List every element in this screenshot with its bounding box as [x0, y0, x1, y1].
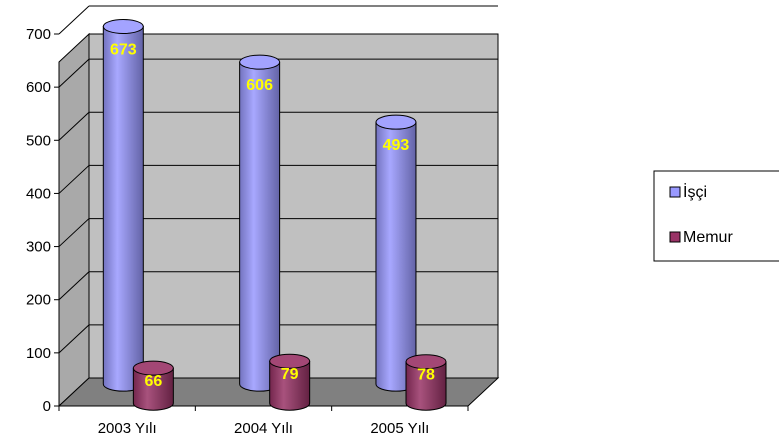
bar-body: [405, 361, 447, 411]
y-tick-label: 600: [26, 79, 51, 96]
bar-body: [239, 61, 281, 392]
y-tick-label: 700: [26, 26, 51, 43]
legend: İşçi Memur: [653, 170, 779, 262]
bar-top: [239, 54, 281, 70]
y-tick-label: 0: [43, 398, 51, 415]
data-label: 606: [246, 77, 273, 94]
y-tick-label: 500: [26, 132, 51, 149]
bar-memur: 66: [132, 360, 174, 411]
bar-isci: 606: [239, 54, 281, 392]
data-label: 79: [281, 366, 299, 383]
bar-memur: 78: [405, 354, 447, 411]
bar-isci: 493: [375, 114, 417, 392]
gridline-side: [58, 218, 90, 247]
bar-body: [269, 360, 311, 411]
legend-swatch-isci: [669, 186, 681, 198]
data-label: 493: [383, 137, 410, 154]
legend-box: [653, 170, 779, 262]
bar-body: [102, 26, 144, 392]
axes: [54, 33, 469, 411]
bar-top: [132, 360, 174, 376]
gridlines: [58, 5, 498, 354]
bar-top: [102, 19, 144, 35]
data-label: 66: [144, 373, 162, 390]
bar-body: [375, 121, 417, 392]
gridline-side: [58, 271, 90, 301]
side-wall: [58, 32, 90, 408]
data-label: 78: [417, 367, 435, 384]
x-tick-label: 2003 Yılı: [98, 420, 157, 437]
y-tick-labels: 0 100 200 300 400 500 600 700: [26, 26, 51, 415]
y-tick-label: 300: [26, 239, 51, 256]
legend-swatch-memur: [669, 231, 681, 243]
bars: 673 66 606 79 493 78: [102, 19, 447, 411]
data-label: 673: [110, 42, 137, 59]
legend-label-isci: İşçi: [683, 182, 707, 201]
gridline-side: [58, 58, 90, 88]
bar-top: [375, 114, 417, 130]
gridline-side: [58, 165, 90, 194]
bar-body: [132, 367, 174, 411]
x-tick-labels: 2003 Yılı 2004 Yılı 2005 Yılı: [98, 420, 430, 437]
x-tick-label: 2005 Yılı: [370, 420, 429, 437]
x-tick-label: 2004 Yılı: [234, 420, 293, 437]
gridline-side: [58, 111, 90, 141]
back-wall: [88, 33, 499, 379]
y-tick-label: 200: [26, 292, 51, 309]
y-tick-label: 400: [26, 185, 51, 202]
bar-top: [405, 354, 447, 370]
bar-top: [269, 353, 311, 369]
bar-memur: 79: [269, 353, 311, 411]
gridline-side: [58, 5, 90, 35]
bar-isci: 673: [102, 19, 144, 392]
gridline-side: [58, 324, 90, 354]
legend-label-memur: Memur: [683, 229, 733, 246]
y-tick-label: 100: [26, 345, 51, 362]
